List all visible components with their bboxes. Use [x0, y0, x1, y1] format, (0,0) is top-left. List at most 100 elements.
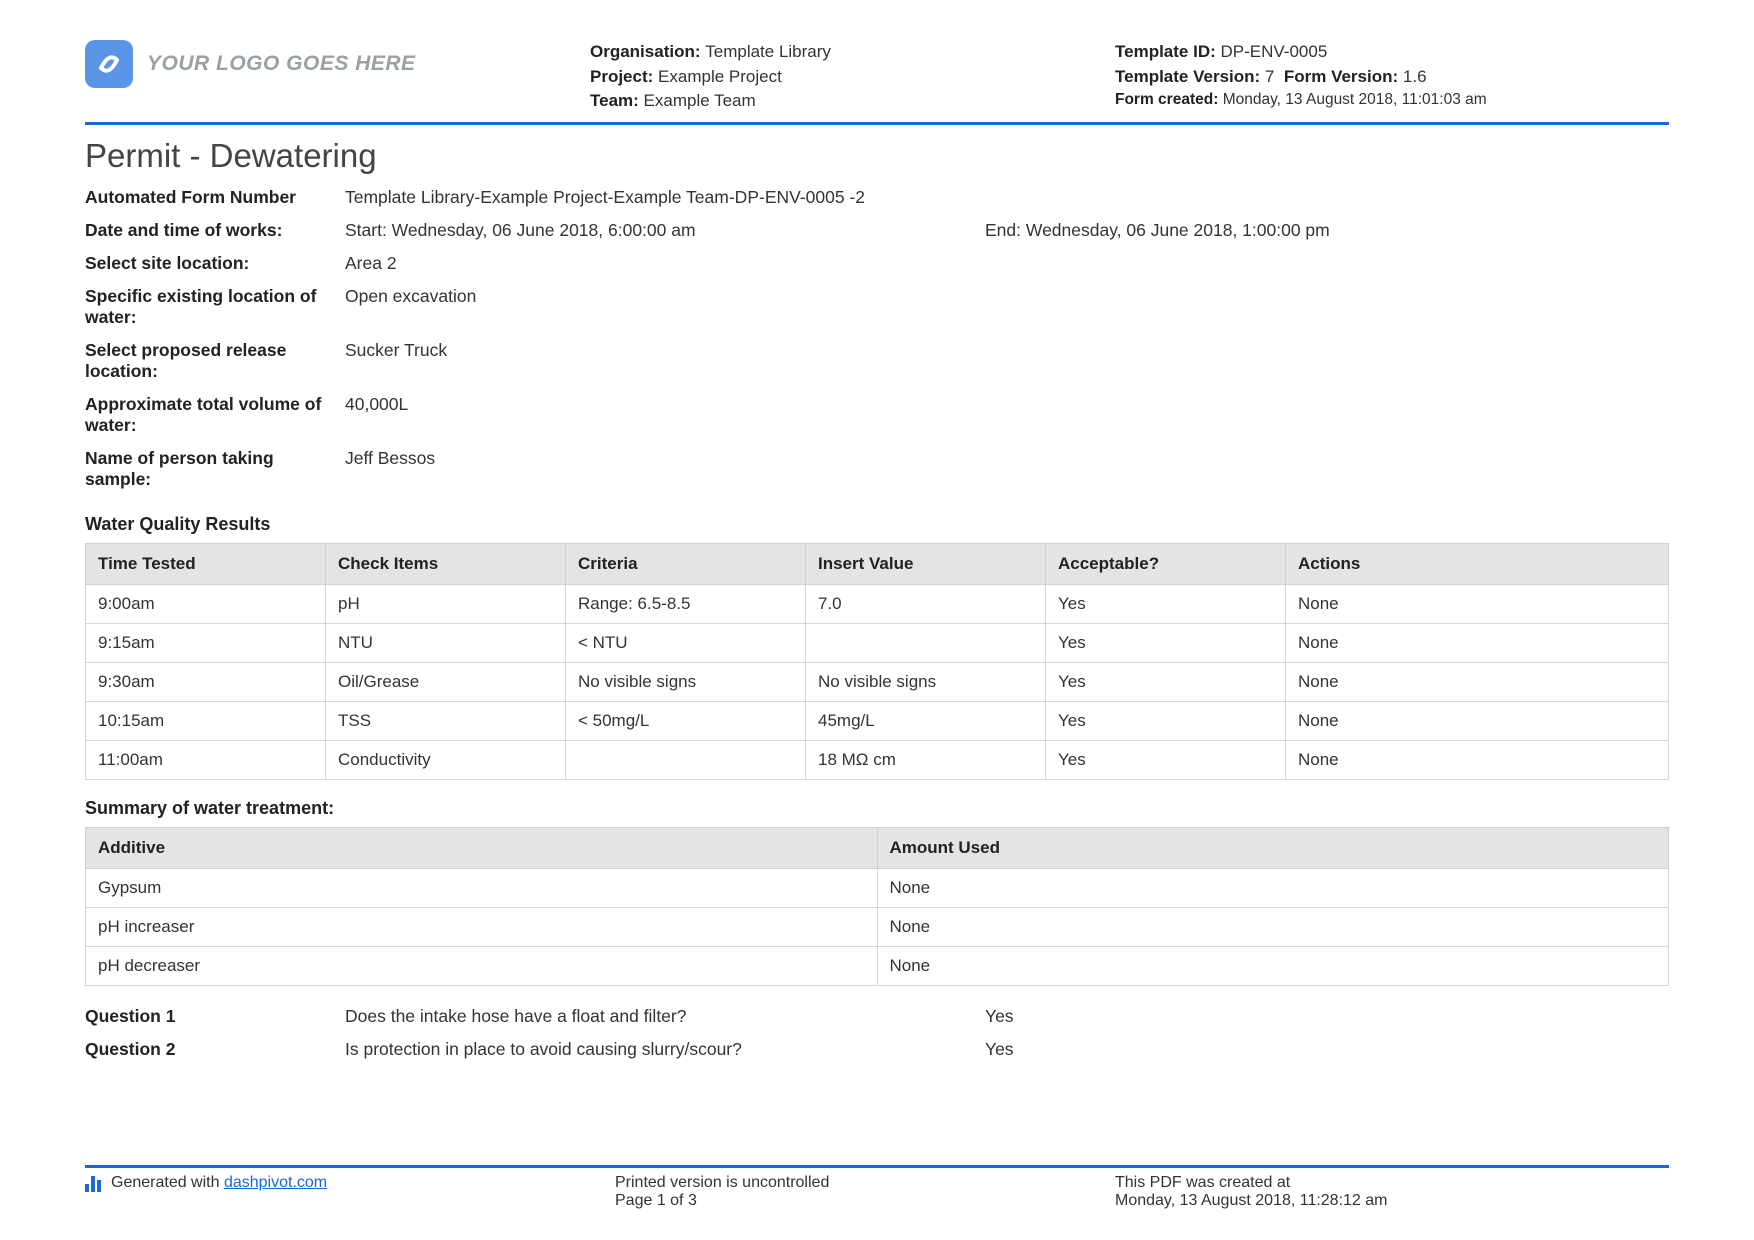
column-header: Time Tested [86, 543, 326, 584]
footer-link[interactable]: dashpivot.com [224, 1174, 327, 1191]
team-value: Example Team [644, 91, 756, 110]
water-quality-title: Water Quality Results [85, 514, 1669, 535]
org-value: Template Library [705, 42, 831, 61]
table-cell: Gypsum [86, 868, 878, 907]
table-cell: 7.0 [806, 584, 1046, 623]
table-cell: TSS [326, 701, 566, 740]
q1-text: Does the intake hose have a float and fi… [345, 1006, 985, 1027]
table-cell: 45mg/L [806, 701, 1046, 740]
template-id-label: Template ID: [1115, 42, 1216, 61]
table-cell: NTU [326, 623, 566, 662]
team-label: Team: [590, 91, 639, 110]
existing-label: Specific existing location of water: [85, 286, 345, 328]
q2-label: Question 2 [85, 1039, 345, 1060]
footer-uncontrolled: Printed version is uncontrolled [615, 1174, 1115, 1192]
table-cell: None [1286, 701, 1669, 740]
form-created-value: Monday, 13 August 2018, 11:01:03 am [1223, 91, 1487, 108]
q2-text: Is protection in place to avoid causing … [345, 1039, 985, 1060]
existing-value: Open excavation [345, 286, 1669, 328]
table-cell: Yes [1046, 701, 1286, 740]
q2-answer: Yes [985, 1039, 1669, 1060]
table-cell: None [1286, 662, 1669, 701]
column-header: Check Items [326, 543, 566, 584]
field-site: Select site location: Area 2 [85, 247, 1669, 280]
table-cell [806, 623, 1046, 662]
table-cell: Range: 6.5-8.5 [566, 584, 806, 623]
table-row: 11:00amConductivity18 MΩ cmYesNone [86, 740, 1669, 779]
form-version-label: Form Version: [1284, 67, 1398, 86]
column-header: Criteria [566, 543, 806, 584]
works-label: Date and time of works: [85, 220, 345, 241]
table-cell: 11:00am [86, 740, 326, 779]
summary-title: Summary of water treatment: [85, 798, 1669, 819]
table-row: pH increaserNone [86, 907, 1669, 946]
table-cell: None [877, 868, 1669, 907]
release-label: Select proposed release location: [85, 340, 345, 382]
table-row: 9:00ampHRange: 6.5-8.57.0YesNone [86, 584, 1669, 623]
table-cell: No visible signs [566, 662, 806, 701]
footer-created-label: This PDF was created at [1115, 1174, 1669, 1192]
form-version-value: 1.6 [1403, 67, 1427, 86]
field-form-number: Automated Form Number Template Library-E… [85, 181, 1669, 214]
page-header: YOUR LOGO GOES HERE Organisation: Templa… [85, 40, 1669, 125]
field-existing: Specific existing location of water: Ope… [85, 280, 1669, 334]
footer-left: Generated with dashpivot.com [85, 1174, 615, 1210]
footer-generated-prefix: Generated with [111, 1174, 224, 1191]
table-cell: None [877, 907, 1669, 946]
summary-table: AdditiveAmount Used GypsumNonepH increas… [85, 827, 1669, 986]
table-cell: Yes [1046, 662, 1286, 701]
table-row: pH decreaserNone [86, 946, 1669, 985]
table-cell: None [877, 946, 1669, 985]
table-cell: None [1286, 584, 1669, 623]
field-works: Date and time of works: Start: Wednesday… [85, 214, 1669, 247]
table-cell: 9:00am [86, 584, 326, 623]
table-cell: 18 MΩ cm [806, 740, 1046, 779]
volume-label: Approximate total volume of water: [85, 394, 345, 436]
table-row: GypsumNone [86, 868, 1669, 907]
table-header-row: Time TestedCheck ItemsCriteriaInsert Val… [86, 543, 1669, 584]
logo-block: YOUR LOGO GOES HERE [85, 40, 560, 88]
page-title: Permit - Dewatering [85, 137, 1669, 175]
footer-page: Page 1 of 3 [615, 1192, 1115, 1210]
form-created-label: Form created: [1115, 91, 1218, 108]
table-header-row: AdditiveAmount Used [86, 827, 1669, 868]
table-cell: pH decreaser [86, 946, 878, 985]
form-number-label: Automated Form Number [85, 187, 345, 208]
column-header: Actions [1286, 543, 1669, 584]
column-header: Additive [86, 827, 878, 868]
column-header: Acceptable? [1046, 543, 1286, 584]
question-2-row: Question 2 Is protection in place to avo… [85, 1033, 1669, 1066]
table-cell: < NTU [566, 623, 806, 662]
footer-created-value: Monday, 13 August 2018, 11:28:12 am [1115, 1192, 1669, 1210]
page-footer: Generated with dashpivot.com Printed ver… [85, 1165, 1669, 1210]
table-cell: 9:30am [86, 662, 326, 701]
field-volume: Approximate total volume of water: 40,00… [85, 388, 1669, 442]
table-cell: Yes [1046, 584, 1286, 623]
works-start: Start: Wednesday, 06 June 2018, 6:00:00 … [345, 220, 985, 241]
table-row: 9:15amNTU< NTUYesNone [86, 623, 1669, 662]
field-sampler: Name of person taking sample: Jeff Besso… [85, 442, 1669, 496]
table-row: 10:15amTSS< 50mg/L45mg/LYesNone [86, 701, 1669, 740]
volume-value: 40,000L [345, 394, 1669, 436]
table-cell: pH [326, 584, 566, 623]
table-cell: None [1286, 740, 1669, 779]
bar-chart-icon [85, 1176, 103, 1192]
site-value: Area 2 [345, 253, 1669, 274]
table-cell: 9:15am [86, 623, 326, 662]
site-label: Select site location: [85, 253, 345, 274]
logo-icon [85, 40, 133, 88]
question-1-row: Question 1 Does the intake hose have a f… [85, 1000, 1669, 1033]
table-cell: pH increaser [86, 907, 878, 946]
column-header: Amount Used [877, 827, 1669, 868]
footer-right: This PDF was created at Monday, 13 Augus… [1115, 1174, 1669, 1210]
form-number-value: Template Library-Example Project-Example… [345, 187, 1669, 208]
sampler-label: Name of person taking sample: [85, 448, 345, 490]
org-label: Organisation: [590, 42, 701, 61]
document-page: YOUR LOGO GOES HERE Organisation: Templa… [0, 0, 1754, 1240]
q1-label: Question 1 [85, 1006, 345, 1027]
table-cell [566, 740, 806, 779]
project-label: Project: [590, 67, 653, 86]
sampler-value: Jeff Bessos [345, 448, 1669, 490]
table-cell: No visible signs [806, 662, 1046, 701]
table-cell: < 50mg/L [566, 701, 806, 740]
